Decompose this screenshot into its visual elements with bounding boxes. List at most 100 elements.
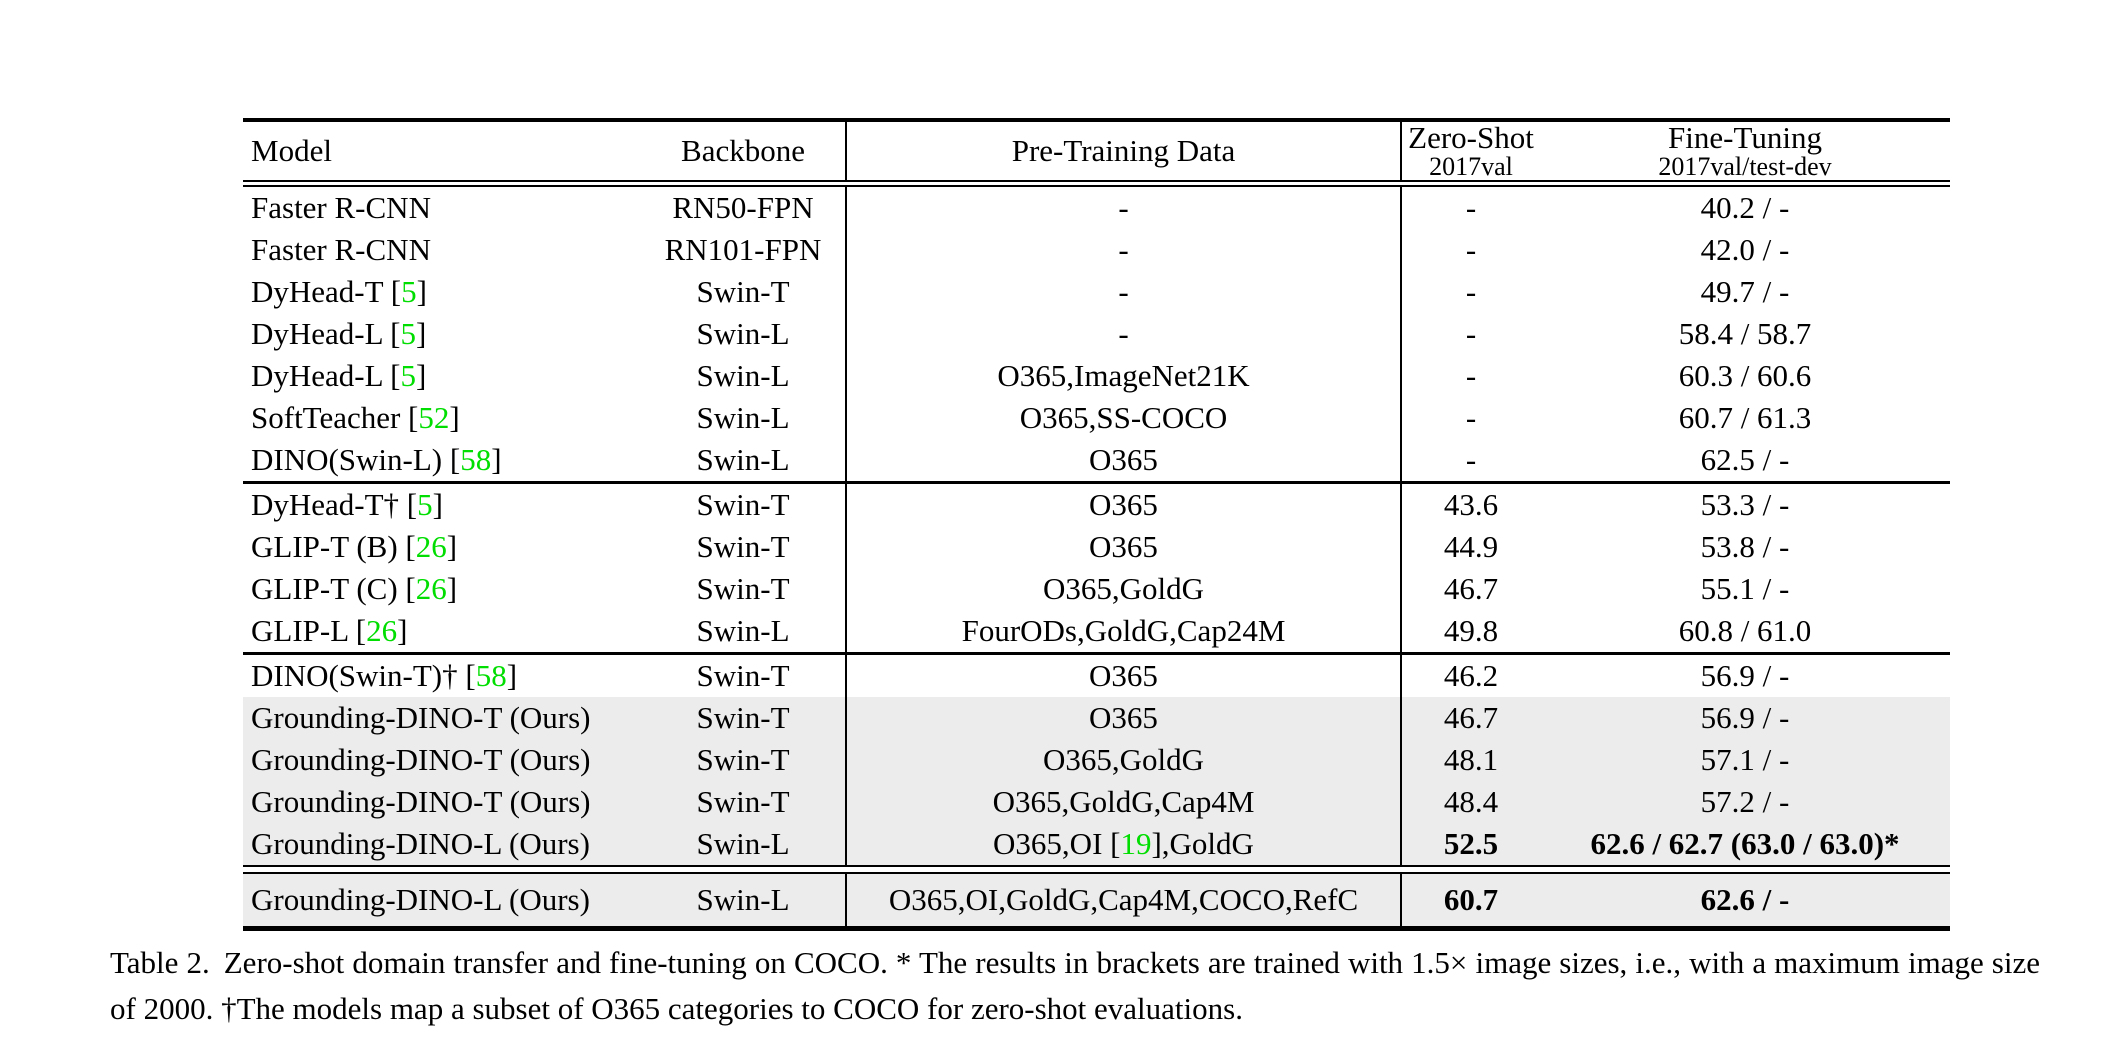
table-row: Grounding-DINO-T (Ours) Swin-T O365 46.7 56.… [243, 697, 1950, 739]
cell-finetune: 62.6 / 62.7 (63.0 / 63.0)* [1540, 823, 1950, 865]
table-row: DINO(Swin-T)† [58] Swin-T O365 46.2 56.9 / - [243, 655, 1950, 697]
header-bottom-rule [243, 180, 1950, 187]
cell-pretrain-data: O365,OI [19],GoldG [845, 823, 1400, 865]
cell-backbone: RN101-FPN [664, 232, 822, 267]
cell-backbone: Swin-L [696, 613, 790, 648]
cell-finetune: 55.1 / - [1700, 571, 1790, 606]
cell-zeroshot: 49.8 [1400, 610, 1540, 652]
cell-pretrain-data: O365 [845, 697, 1400, 739]
cell-zeroshot: 52.5 [1400, 823, 1540, 865]
cell-backbone: Swin-T [696, 274, 790, 309]
cell-backbone: Swin-L [696, 358, 790, 393]
table-bottom-rule [243, 926, 1950, 931]
cell-backbone: Swin-T [696, 658, 790, 693]
table-row: Grounding-DINO-L (Ours) Swin-L O365,OI,Gol… [243, 874, 1950, 926]
cell-pretrain-data: O365 [845, 526, 1400, 568]
cell-model: Faster R-CNN [251, 232, 431, 267]
header-zeroshot-label: Zero-Shot [1408, 120, 1534, 155]
header-finetune-sublabel: 2017val/test-dev [1658, 152, 1832, 181]
table-row: Grounding-DINO-L (Ours) Swin-L O365,OI [19… [243, 823, 1950, 865]
cell-finetune: 57.2 / - [1540, 781, 1950, 823]
cell-model: Grounding-DINO-L (Ours) [243, 874, 641, 926]
citation-link[interactable]: 52 [418, 400, 450, 435]
cell-finetune: 62.6 / - [1540, 874, 1950, 926]
cell-pretrain-data: O365,ImageNet21K [845, 355, 1400, 397]
cell-zeroshot: 46.7 [1400, 697, 1540, 739]
cell-backbone: Swin-L [696, 316, 790, 351]
cell-model: DyHead-L [5] [251, 316, 427, 351]
cell-pretrain-data: FourODs,GoldG,Cap24M [845, 610, 1400, 652]
thick-rule [243, 926, 1950, 931]
single-rule [243, 652, 1950, 655]
results-table-container: Model Backbone Pre-Training Data Zero-Sh… [243, 118, 1950, 931]
cell-pretrain-data: O365 [845, 484, 1400, 526]
header-finetune-label: Fine-Tuning [1668, 120, 1822, 155]
column-header-pretrain: Pre-Training Data [845, 122, 1400, 180]
citation-link[interactable]: 26 [415, 529, 447, 564]
cell-zeroshot: 46.2 [1400, 655, 1540, 697]
cell-zeroshot: 43.6 [1400, 484, 1540, 526]
cell-pretrain-data: O365,GoldG,Cap4M [845, 781, 1400, 823]
citation-link[interactable]: 5 [400, 358, 416, 393]
cell-finetune: 62.5 / - [1700, 442, 1790, 477]
cell-backbone: Swin-L [696, 400, 790, 435]
cell-model: DyHead-T [5] [251, 274, 427, 309]
cell-pretrain-data: O365 [845, 439, 1400, 481]
cell-model: DyHead-L [5] [251, 358, 427, 393]
group-separator-rule [243, 865, 1950, 874]
cell-backbone: Swin-L [696, 442, 790, 477]
cell-zeroshot: - [1400, 229, 1540, 271]
citation-link[interactable]: 5 [401, 274, 417, 309]
cell-backbone: Swin-T [641, 781, 845, 823]
citation-link[interactable]: 5 [400, 316, 416, 351]
cell-model: GLIP-T (B) [26] [251, 529, 458, 564]
cell-finetune: 49.7 / - [1700, 274, 1790, 309]
double-rule [243, 865, 1950, 874]
cell-pretrain-data: - [845, 271, 1400, 313]
cell-finetune: 58.4 / 58.7 [1678, 316, 1812, 351]
citation-link[interactable]: 5 [417, 487, 433, 522]
citation-link[interactable]: 19 [1120, 826, 1152, 861]
table-row: SoftTeacher [52] Swin-L O365,SS-COCO - 60.7 … [243, 397, 1950, 439]
citation-link[interactable]: 26 [415, 571, 447, 606]
cell-pretrain-data: O365,SS-COCO [845, 397, 1400, 439]
cell-backbone: Swin-T [641, 739, 845, 781]
cell-finetune: 60.3 / 60.6 [1678, 358, 1812, 393]
cell-backbone: Swin-T [696, 487, 790, 522]
cell-model: GLIP-T (C) [26] [251, 571, 458, 606]
results-table: Model Backbone Pre-Training Data Zero-Sh… [243, 118, 1950, 931]
cell-finetune: 42.0 / - [1700, 232, 1790, 267]
citation-link[interactable]: 26 [366, 613, 398, 648]
cell-backbone: Swin-L [641, 823, 845, 865]
caption-text: Zero-shot domain transfer and fine-tunin… [110, 945, 2040, 1026]
column-header-finetune: Fine-Tuning 2017val/test-dev [1540, 122, 1950, 180]
column-header-zeroshot: Zero-Shot 2017val [1400, 122, 1540, 180]
cell-pretrain-data: - [845, 187, 1400, 229]
cell-finetune: 53.3 / - [1700, 487, 1790, 522]
table-row: Faster R-CNN RN50-FPN - -40.2 / - [243, 187, 1950, 229]
double-rule [243, 180, 1950, 187]
cell-backbone: Swin-T [696, 571, 790, 606]
caption-label: Table 2. [110, 945, 210, 980]
cell-finetune: 60.7 / 61.3 [1678, 400, 1812, 435]
table-row: GLIP-T (C) [26] Swin-T O365,GoldG 46.7 55.1 … [243, 568, 1950, 610]
table-row: DyHead-T [5] Swin-T - - 49.7 / - [243, 271, 1950, 313]
cell-zeroshot: 46.7 [1400, 568, 1540, 610]
table-row: GLIP-L [26] Swin-L FourODs,GoldG,Cap24M 49.… [243, 610, 1950, 652]
table-row: Grounding-DINO-T (Ours) Swin-T O365,GoldG 4… [243, 739, 1950, 781]
cell-finetune: 60.8 / 61.0 [1678, 613, 1812, 648]
column-header-backbone: Backbone [681, 133, 805, 168]
cell-finetune: 56.9 / - [1540, 697, 1950, 739]
group-separator-rule [243, 652, 1950, 655]
table-row: GLIP-T (B) [26] Swin-T O365 44.9 53.8 / - [243, 526, 1950, 568]
citation-link[interactable]: 58 [475, 658, 507, 693]
citation-link[interactable]: 58 [460, 442, 492, 477]
group-separator-rule [243, 481, 1950, 484]
cell-finetune: 53.8 / - [1700, 529, 1790, 564]
cell-zeroshot: - [1400, 397, 1540, 439]
cell-zeroshot: 60.7 [1400, 874, 1540, 926]
table-row: DyHead-L [5] Swin-L - - 58.4 / 58.7 [243, 313, 1950, 355]
cell-model: DINO(Swin-L) [58] [251, 442, 502, 477]
table-row: Grounding-DINO-T (Ours) Swin-T O365,GoldG,… [243, 781, 1950, 823]
